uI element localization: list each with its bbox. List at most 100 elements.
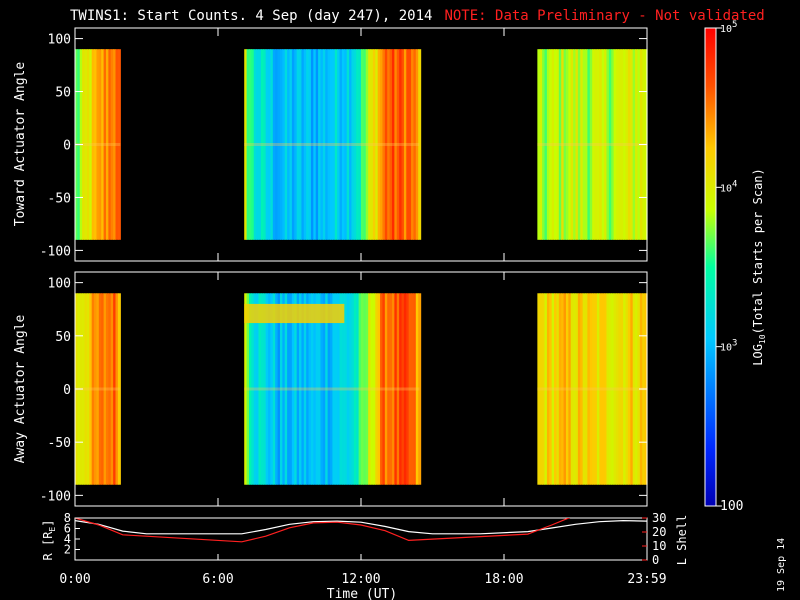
colorbar-label-sub: 10: [758, 334, 767, 344]
heatmap-column: [101, 293, 105, 485]
heatmap-column: [542, 49, 546, 240]
heatmap-column: [363, 49, 367, 240]
heatmap-column: [256, 49, 260, 240]
heatmap-column: [353, 293, 357, 485]
orbit-left-tick-label: 8: [64, 511, 71, 525]
heatmap-column: [627, 293, 631, 485]
heatmap-column: [401, 293, 405, 485]
heatmap-column: [322, 293, 326, 485]
heatmap-column: [287, 49, 291, 240]
heatmap-column: [103, 293, 107, 485]
heatmap-column: [599, 293, 603, 485]
heatmap-column: [332, 49, 336, 240]
heatmap-column: [294, 49, 298, 240]
heatmap-column: [546, 293, 550, 485]
heatmap-column: [394, 49, 398, 240]
heatmap-column: [391, 293, 395, 485]
heatmap-column: [117, 293, 121, 485]
heatmap-column: [108, 49, 112, 240]
heatmap-column: [539, 293, 543, 485]
y-tick-label: 0: [63, 383, 71, 398]
heatmap-column: [382, 293, 386, 485]
heatmap-column: [630, 293, 634, 485]
heatmap-column: [341, 49, 345, 240]
heatmap-column: [263, 293, 267, 485]
heatmap-column: [313, 49, 317, 240]
heatmap-column: [260, 49, 264, 240]
heatmap-column: [601, 293, 605, 485]
heatmap-column: [554, 49, 558, 240]
orbit-left-tick-label: 6: [64, 522, 71, 536]
heatmap-column: [339, 49, 343, 240]
heatmap-column: [275, 49, 279, 240]
heatmap-column: [310, 49, 314, 240]
heatmap-column: [256, 293, 260, 485]
x-tick-label: 12:00: [341, 572, 380, 587]
y-tick-label: -100: [40, 244, 71, 259]
heatmap-column: [337, 49, 341, 240]
heatmap-column: [384, 49, 388, 240]
heatmap-column: [399, 49, 403, 240]
heatmap-column: [608, 49, 612, 240]
heatmap-column: [620, 293, 624, 485]
heatmap-column: [406, 49, 410, 240]
heatmap-column: [299, 293, 303, 485]
heatmap-column: [306, 49, 310, 240]
heatmap-column: [556, 293, 560, 485]
heatmap-column: [377, 49, 381, 240]
heatmap-column: [551, 293, 555, 485]
orbit-left-label-main: R [R: [41, 531, 55, 561]
heatmap-column: [96, 49, 100, 240]
heatmap-column: [349, 293, 353, 485]
heatmap-column: [320, 49, 324, 240]
heatmap-column: [318, 49, 322, 240]
heatmap-column: [585, 49, 589, 240]
heatmap-column: [382, 49, 386, 240]
heatmap-column: [606, 49, 610, 240]
heatmap-column: [604, 49, 608, 240]
heatmap-column: [618, 49, 622, 240]
heatmap-column: [558, 293, 562, 485]
heatmap-column: [618, 293, 622, 485]
x-tick-label: 18:00: [484, 572, 523, 587]
heatmap-column: [244, 49, 248, 240]
heatmap-column: [96, 293, 100, 485]
heatmap-column: [258, 293, 262, 485]
orbit-x-ticks: [74, 554, 648, 560]
colorbar-tick-label: 105: [720, 20, 737, 35]
heatmap-column: [370, 49, 374, 240]
heatmap-column: [375, 49, 379, 240]
heatmap-column: [592, 293, 596, 485]
orbit-lines: [75, 518, 647, 543]
toward-x-ticks: [74, 28, 648, 261]
heatmap-column: [554, 293, 558, 485]
heatmap-column: [396, 49, 400, 240]
heatmap-column: [387, 293, 391, 485]
heatmap-column: [389, 49, 393, 240]
heatmap-column: [387, 49, 391, 240]
heatmap-column: [361, 293, 364, 485]
heatmap-column: [575, 293, 579, 485]
heatmap-column: [289, 49, 293, 240]
heatmap-column: [330, 49, 333, 240]
heatmap-column: [91, 49, 95, 240]
heatmap-column: [592, 49, 596, 240]
heatmap-column: [408, 293, 412, 485]
heatmap-column: [306, 293, 310, 485]
heatmap-column: [399, 293, 403, 485]
heatmap-column: [251, 293, 255, 485]
heatmap-column: [616, 293, 619, 485]
heatmap-column: [94, 293, 98, 485]
zero-angle-band: [75, 387, 121, 391]
heatmap-column: [103, 49, 107, 240]
heatmap-column: [277, 293, 281, 485]
heatmap-column: [105, 293, 109, 485]
heatmap-column: [287, 293, 291, 485]
preliminary-note: NOTE: Data Preliminary - Not validated: [444, 8, 765, 24]
heatmap-column: [389, 293, 393, 485]
heatmap-column: [353, 49, 357, 240]
colorbar-tick-exp: 4: [732, 179, 737, 189]
heatmap-column: [82, 293, 86, 485]
